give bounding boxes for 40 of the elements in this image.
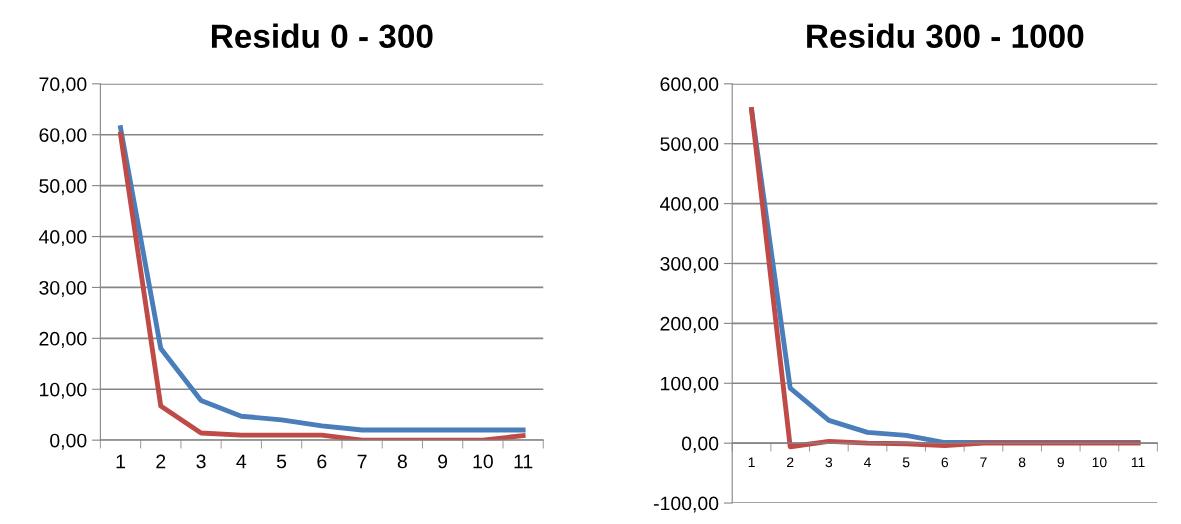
x-tick-label: 6 (941, 457, 949, 468)
y-tick-label: 20,00 (39, 331, 87, 348)
y-tick-label: 500,00 (660, 137, 719, 154)
y-tick-label: 0,00 (681, 436, 719, 453)
y-tick-label: 10,00 (40, 382, 87, 399)
x-tick-label: 8 (397, 454, 407, 469)
x-tick-label: 10 (1092, 457, 1107, 468)
x-tick-label: 5 (902, 457, 910, 468)
x-tick-label: 2 (787, 457, 794, 468)
x-tick-label: 4 (863, 457, 871, 468)
y-tick-label: 300,00 (660, 256, 719, 274)
x-tick-label: 4 (236, 454, 247, 469)
x-tick-label: 6 (317, 454, 327, 469)
chart-title: Residu 300 - 1000 (807, 23, 1084, 49)
y-tick-label: 60,00 (39, 128, 87, 145)
x-tick-label: 7 (357, 454, 367, 469)
y-tick-label: 200,00 (660, 316, 719, 333)
x-tick-label: 7 (980, 457, 987, 468)
x-tick-label: 10 (473, 454, 493, 469)
x-tick-label: 8 (1018, 457, 1026, 468)
x-tick-label: 11 (514, 454, 533, 469)
x-tick-label: 1 (116, 454, 125, 469)
y-tick-label: 400,00 (660, 197, 719, 214)
x-tick-label: 9 (1057, 457, 1064, 468)
x-tick-label: 1 (748, 457, 755, 468)
x-tick-label: 3 (825, 457, 833, 468)
x-tick-label: 9 (438, 454, 448, 469)
y-tick-label: -100,00 (653, 496, 719, 513)
x-tick-label: 2 (156, 454, 166, 469)
y-tick-label: 600,00 (660, 77, 719, 94)
y-tick-label: 50,00 (39, 179, 87, 196)
x-tick-label: 11 (1131, 457, 1145, 468)
y-tick-label: 40,00 (38, 230, 87, 247)
x-tick-label: 5 (276, 454, 287, 469)
x-tick-label: 3 (196, 454, 206, 469)
chart-title: Residu 0 - 300 (211, 23, 433, 49)
y-tick-label: 70,00 (39, 77, 87, 94)
y-tick-label: 100,00 (661, 376, 719, 393)
y-tick-label: 30,00 (39, 280, 87, 297)
y-tick-label: 0,00 (50, 433, 87, 450)
